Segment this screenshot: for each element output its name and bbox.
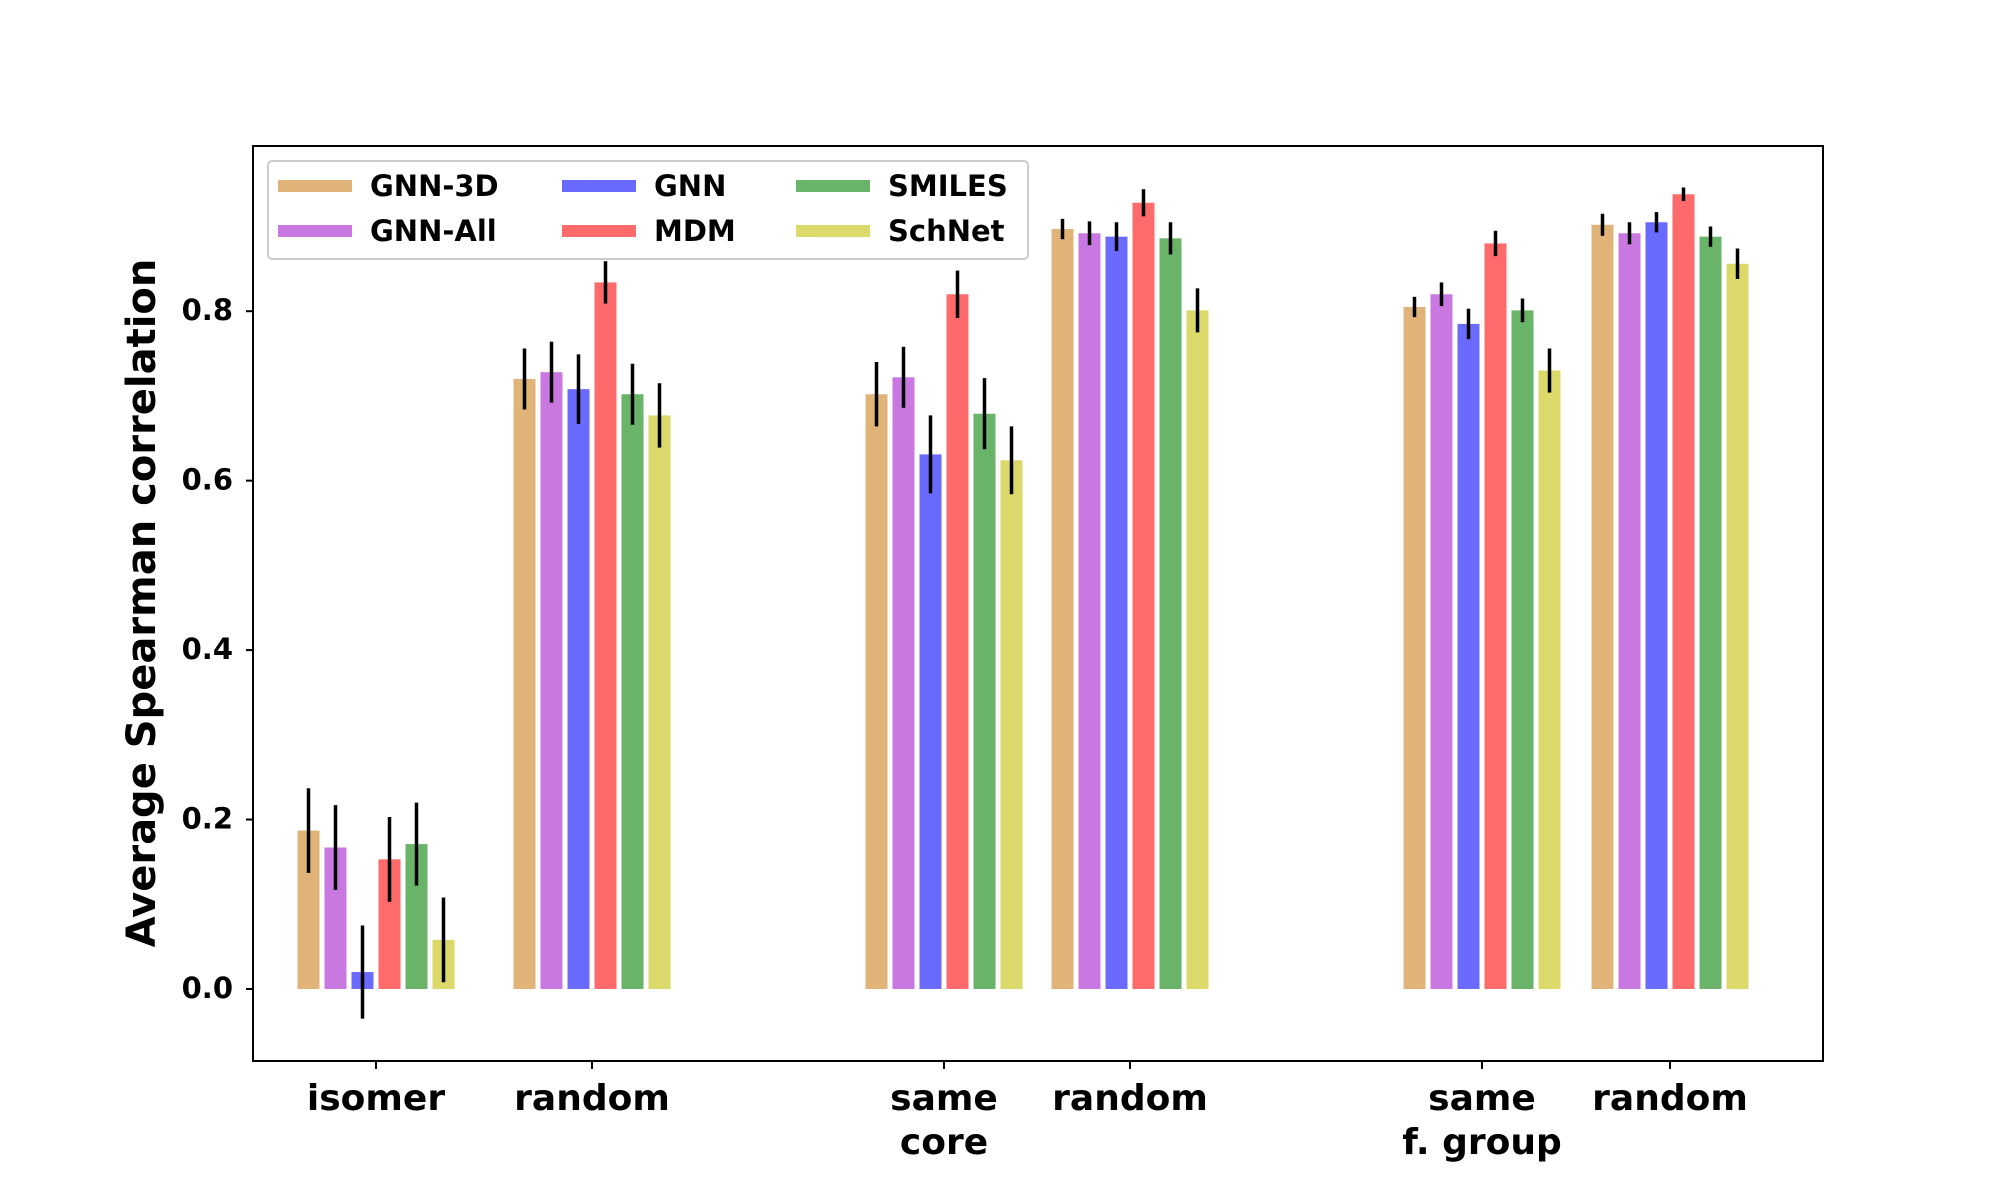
bar [1511,310,1534,989]
legend-label: MDM [654,214,736,248]
bar [1618,233,1641,989]
bar [946,294,969,989]
legend-swatch [562,225,636,237]
bar [1186,310,1209,989]
bar [621,394,644,989]
bar [1105,236,1128,989]
bar [324,847,347,989]
bar [1159,238,1182,989]
y-tick-label: 0.2 [182,802,233,836]
bar [594,282,617,989]
legend-swatch [278,180,352,192]
bar [648,415,671,989]
legend-swatch [796,225,870,237]
bar [1699,236,1722,989]
bar [1457,323,1480,989]
bar [865,394,888,989]
bar [973,413,996,989]
bar [1132,202,1155,989]
bar [1538,370,1561,989]
legend: GNN-3D GNN-All GNN MDM SMILES SchNet [267,160,1029,260]
legend-label: GNN-3D [370,169,499,203]
bar [1430,294,1453,989]
legend-label: GNN-All [370,214,497,248]
legend-swatch [278,225,352,237]
y-tick-label: 0.4 [182,632,233,666]
bar [513,378,536,989]
y-tick-label: 0.8 [182,293,233,327]
y-axis-label: Average Spearman correlation [119,259,165,948]
x-tick-label: random [1592,1078,1748,1119]
x-axis: isomer random same core random same f. group ra… [307,1061,1748,1163]
bar [1484,243,1507,989]
legend-label: GNN [654,169,726,203]
x-tick-label: random [1052,1078,1208,1119]
bar [1591,224,1614,989]
bar [1726,263,1749,989]
bar [1403,306,1426,989]
bar [405,844,428,989]
x-tick-label: random [514,1078,670,1119]
legend-label: SchNet [888,214,1005,248]
bar [892,377,915,989]
bar [1645,222,1668,989]
bar [1051,229,1074,989]
bar [1000,460,1023,989]
bar [919,454,942,989]
bar [297,830,320,989]
bar [1672,194,1695,989]
x-tick-label: same f. group [1402,1078,1562,1163]
legend-label: SMILES [888,169,1008,203]
bar [540,372,563,989]
x-tick-label: same core [890,1078,998,1163]
bar [1078,233,1101,989]
legend-swatch [796,180,870,192]
bar [378,859,401,989]
plot-frame [252,145,1824,1062]
y-axis: 0.0 0.2 0.4 0.6 0.8 [182,293,253,1005]
x-tick-label: isomer [307,1078,445,1119]
legend-swatch [562,180,636,192]
error-bars-layer [306,187,1740,1019]
bars-layer [297,194,1749,989]
bar [567,389,590,989]
y-tick-label: 0.0 [182,971,233,1005]
y-tick-label: 0.6 [182,463,233,497]
